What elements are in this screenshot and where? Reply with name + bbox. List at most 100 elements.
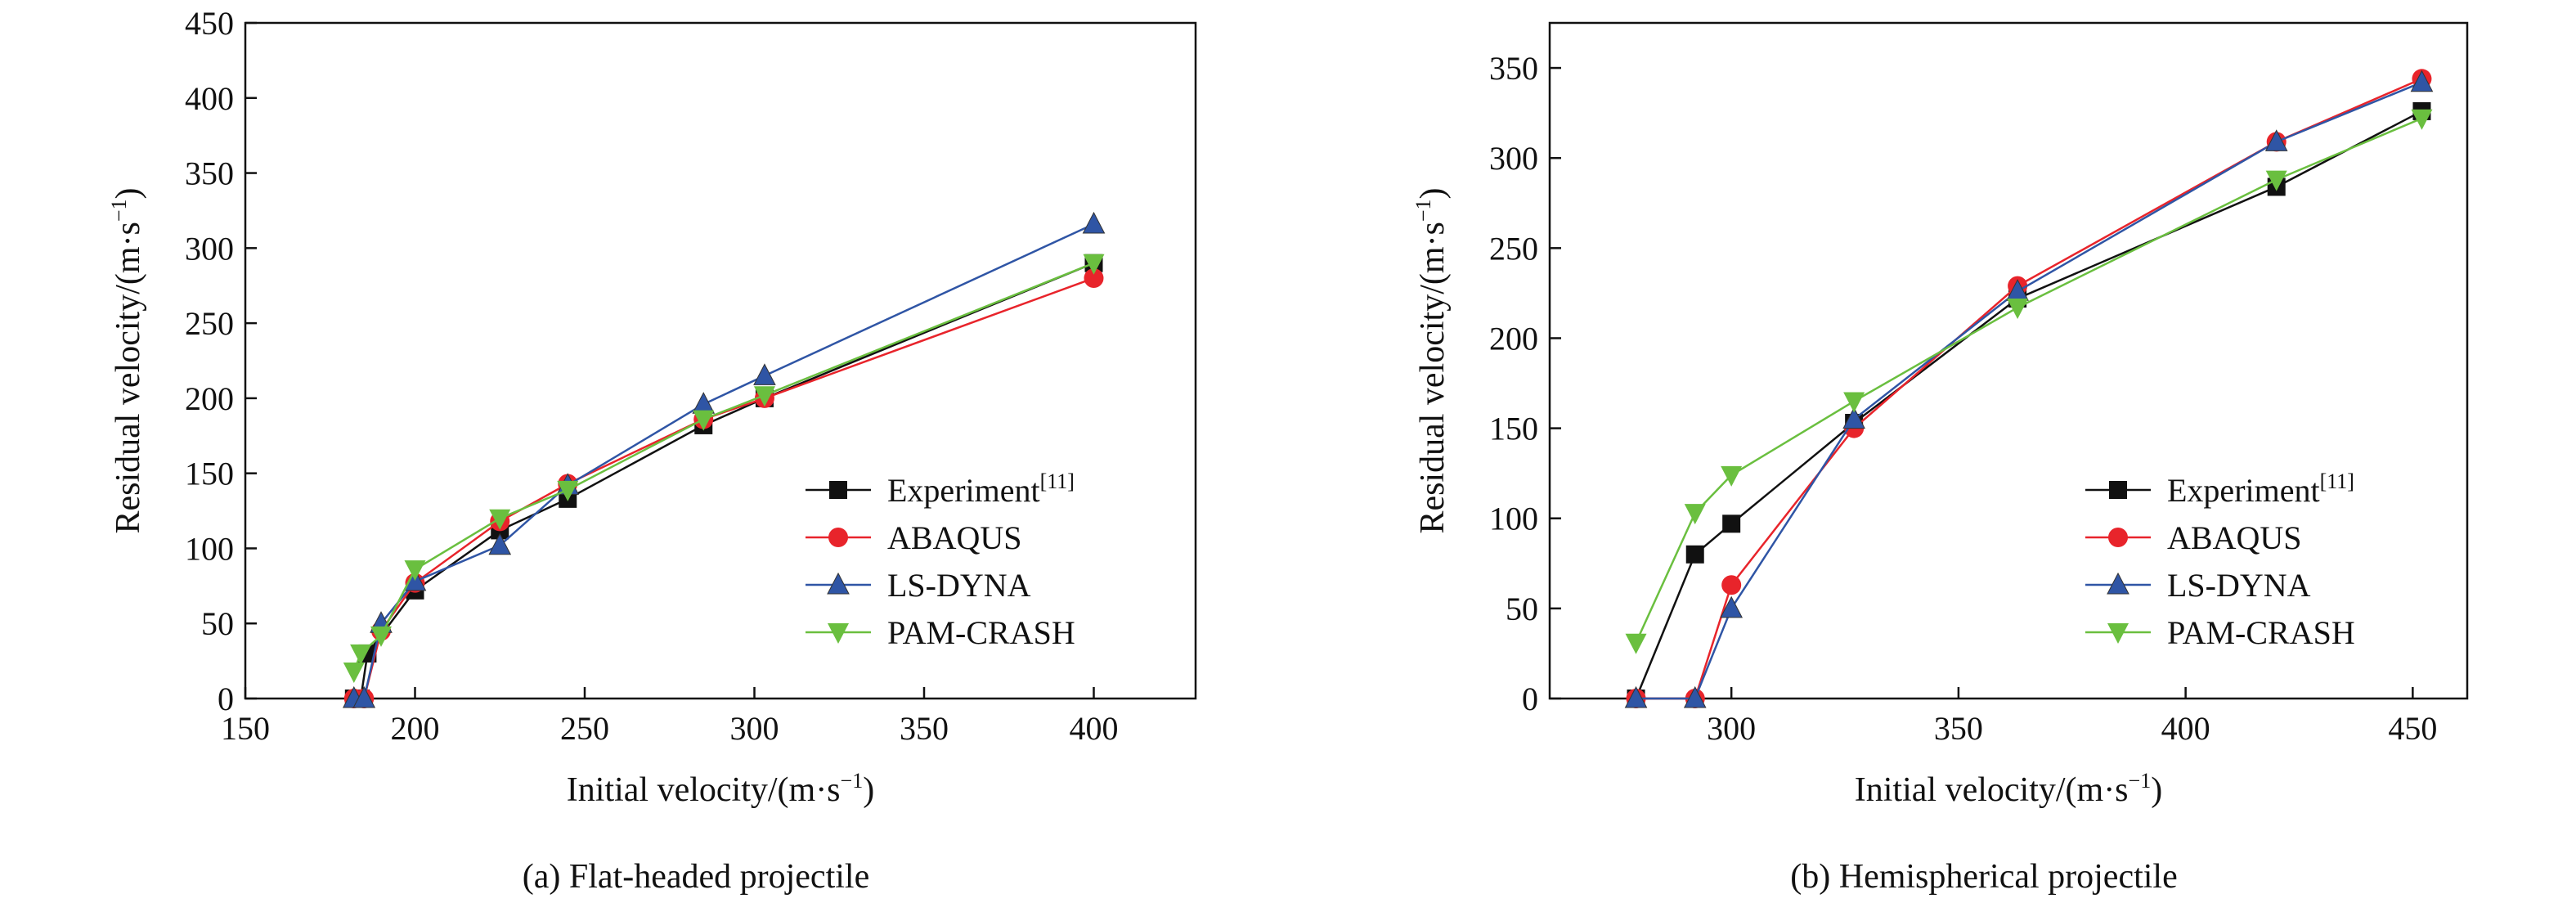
data-point-lsdyna	[1624, 685, 1648, 708]
x-tick-label: 400	[2161, 710, 2210, 747]
legend-label-experiment-main: Experiment	[2167, 472, 2320, 509]
data-point-lsdyna	[352, 685, 376, 708]
data-point-pamcrash	[1625, 633, 1647, 654]
data-point-experiment	[1722, 514, 1741, 533]
y-tick-label: 100	[1489, 501, 1538, 537]
y-tick-label: 350	[1489, 50, 1538, 87]
y-tick-label: 150	[1489, 411, 1538, 447]
y-tick-label: 0	[1522, 681, 1538, 717]
legend-marker-experiment	[829, 481, 847, 499]
data-point-pamcrash	[1721, 465, 1743, 487]
x-tick-label: 450	[2388, 710, 2437, 747]
data-point-pamcrash	[557, 480, 579, 501]
y-axis-title-end: )	[1414, 187, 1452, 199]
series-lsdyna	[342, 211, 1106, 708]
data-point-abaqus	[1721, 575, 1742, 595]
x-axis-title: Initial velocity/(m·s−1)	[567, 769, 874, 809]
chart-a: 150 200 250 300 350 400 0 50 100 150 200 250 300 350 4…	[107, 5, 1197, 896]
legend-marker-experiment	[2109, 481, 2127, 499]
legend: Experiment[11] ABAQUS LS-DYNA PAM-CRASH	[2085, 469, 2355, 651]
data-point-lsdyna	[488, 532, 512, 555]
series-pamcrash	[1625, 109, 2433, 654]
legend-label-pamcrash-main: PAM-CRASH	[887, 614, 1075, 651]
y-tick-label: 0	[218, 681, 234, 717]
x-tick-label: 300	[730, 710, 779, 747]
legend-marker-abaqus	[828, 528, 848, 547]
data-point-abaqus	[1084, 268, 1104, 289]
data-point-pamcrash	[370, 626, 392, 647]
y-axis-title-sup: −1	[107, 199, 131, 222]
x-axis-title-sup: −1	[841, 769, 864, 793]
y-axis-title: Residual velocity/(m·s−1)	[1411, 187, 1452, 533]
plot-frame	[244, 21, 1197, 700]
series-pamcrash	[343, 254, 1105, 683]
data-point-lsdyna	[2410, 70, 2434, 92]
x-tick-label: 300	[1707, 710, 1756, 747]
y-tick-label: 50	[201, 605, 234, 642]
data-point-pamcrash	[2265, 170, 2287, 191]
legend-label-abaqus-main: ABAQUS	[2167, 519, 2301, 556]
x-axis-title-end: )	[2151, 771, 2162, 809]
data-point-lsdyna	[1683, 685, 1707, 708]
x-tick-label: 150	[221, 710, 270, 747]
y-axis-title-end: )	[110, 187, 147, 199]
y-tick-label: 350	[185, 155, 234, 192]
x-axis-title-sup: −1	[2129, 769, 2152, 793]
legend-label-experiment-main: Experiment	[887, 472, 1040, 509]
legend-marker-lsdyna	[2107, 572, 2129, 595]
legend-label-lsdyna: LS-DYNA	[2167, 567, 2311, 604]
series-line-pamcrash	[1635, 117, 2422, 644]
data-point-pamcrash	[693, 410, 715, 431]
x-axis-title: Initial velocity/(m·s−1)	[1855, 769, 2162, 809]
chart-b: 300 350 400 450 0 50 100 150 200 250 300 350 Initial…	[1411, 21, 2469, 896]
legend-marker-lsdyna	[827, 572, 850, 595]
data-point-pamcrash	[343, 662, 365, 683]
legend-label-abaqus-main: ABAQUS	[887, 519, 1021, 556]
legend-label-experiment: Experiment[11]	[2167, 469, 2354, 509]
legend: Experiment[11] ABAQUS LS-DYNA PAM-CRASH	[806, 469, 1075, 651]
legend-label-lsdyna: LS-DYNA	[887, 567, 1031, 604]
series-line-lsdyna	[1636, 81, 2422, 700]
data-point-pamcrash	[1083, 254, 1105, 275]
data-point-lsdyna	[1842, 407, 1865, 429]
plot-frame	[1548, 21, 2469, 700]
legend-label-lsdyna-main: LS-DYNA	[887, 567, 1031, 604]
data-point-pamcrash	[350, 644, 372, 665]
y-axis-title-main: Residual velocity/(m·s	[1414, 222, 1452, 533]
legend-label-abaqus: ABAQUS	[887, 519, 1021, 556]
y-axis-title-sup: −1	[1411, 199, 1435, 222]
legend-label-lsdyna-main: LS-DYNA	[2167, 567, 2311, 604]
data-point-pamcrash	[2411, 109, 2433, 130]
data-point-lsdyna	[1720, 595, 1744, 618]
legend-marker-pamcrash	[2107, 623, 2129, 644]
y-tick-label: 200	[185, 380, 234, 417]
figure-caption: (a) Flat-headed projectile	[523, 858, 869, 896]
data-point-pamcrash	[2007, 299, 2029, 320]
x-axis-title-main: Initial velocity/(m·s	[567, 771, 841, 809]
series-line-experiment	[1635, 110, 2423, 699]
legend-label-pamcrash: PAM-CRASH	[2167, 614, 2355, 651]
y-tick-label: 50	[1506, 591, 1538, 627]
x-axis-title-main: Initial velocity/(m·s	[1855, 771, 2129, 809]
legend-label-experiment-sup: [11]	[2320, 469, 2354, 493]
data-point-lsdyna	[1082, 211, 1106, 234]
y-tick-label: 200	[1489, 320, 1538, 357]
figure-caption: (b) Hemispherical projectile	[1790, 858, 2177, 896]
y-axis-title: Residual velocity/(m·s−1)	[107, 187, 147, 533]
x-tick-label: 350	[1934, 710, 1983, 747]
y-tick-label: 100	[185, 530, 234, 567]
x-tick-label: 200	[391, 710, 440, 747]
x-axis-title-end: )	[863, 771, 874, 809]
x-tick-label: 350	[900, 710, 949, 747]
y-tick-label: 300	[1489, 140, 1538, 177]
data-point-experiment	[1685, 545, 1704, 564]
legend-label-pamcrash-main: PAM-CRASH	[2167, 614, 2355, 651]
data-point-pamcrash	[404, 560, 426, 582]
y-tick-label: 450	[185, 5, 234, 42]
y-tick-label: 250	[185, 305, 234, 342]
x-tick-label: 400	[1070, 710, 1119, 747]
data-point-lsdyna	[753, 363, 776, 385]
data-point-pamcrash	[753, 386, 775, 407]
y-tick-label: 150	[185, 456, 234, 492]
y-tick-label: 250	[1489, 230, 1538, 267]
